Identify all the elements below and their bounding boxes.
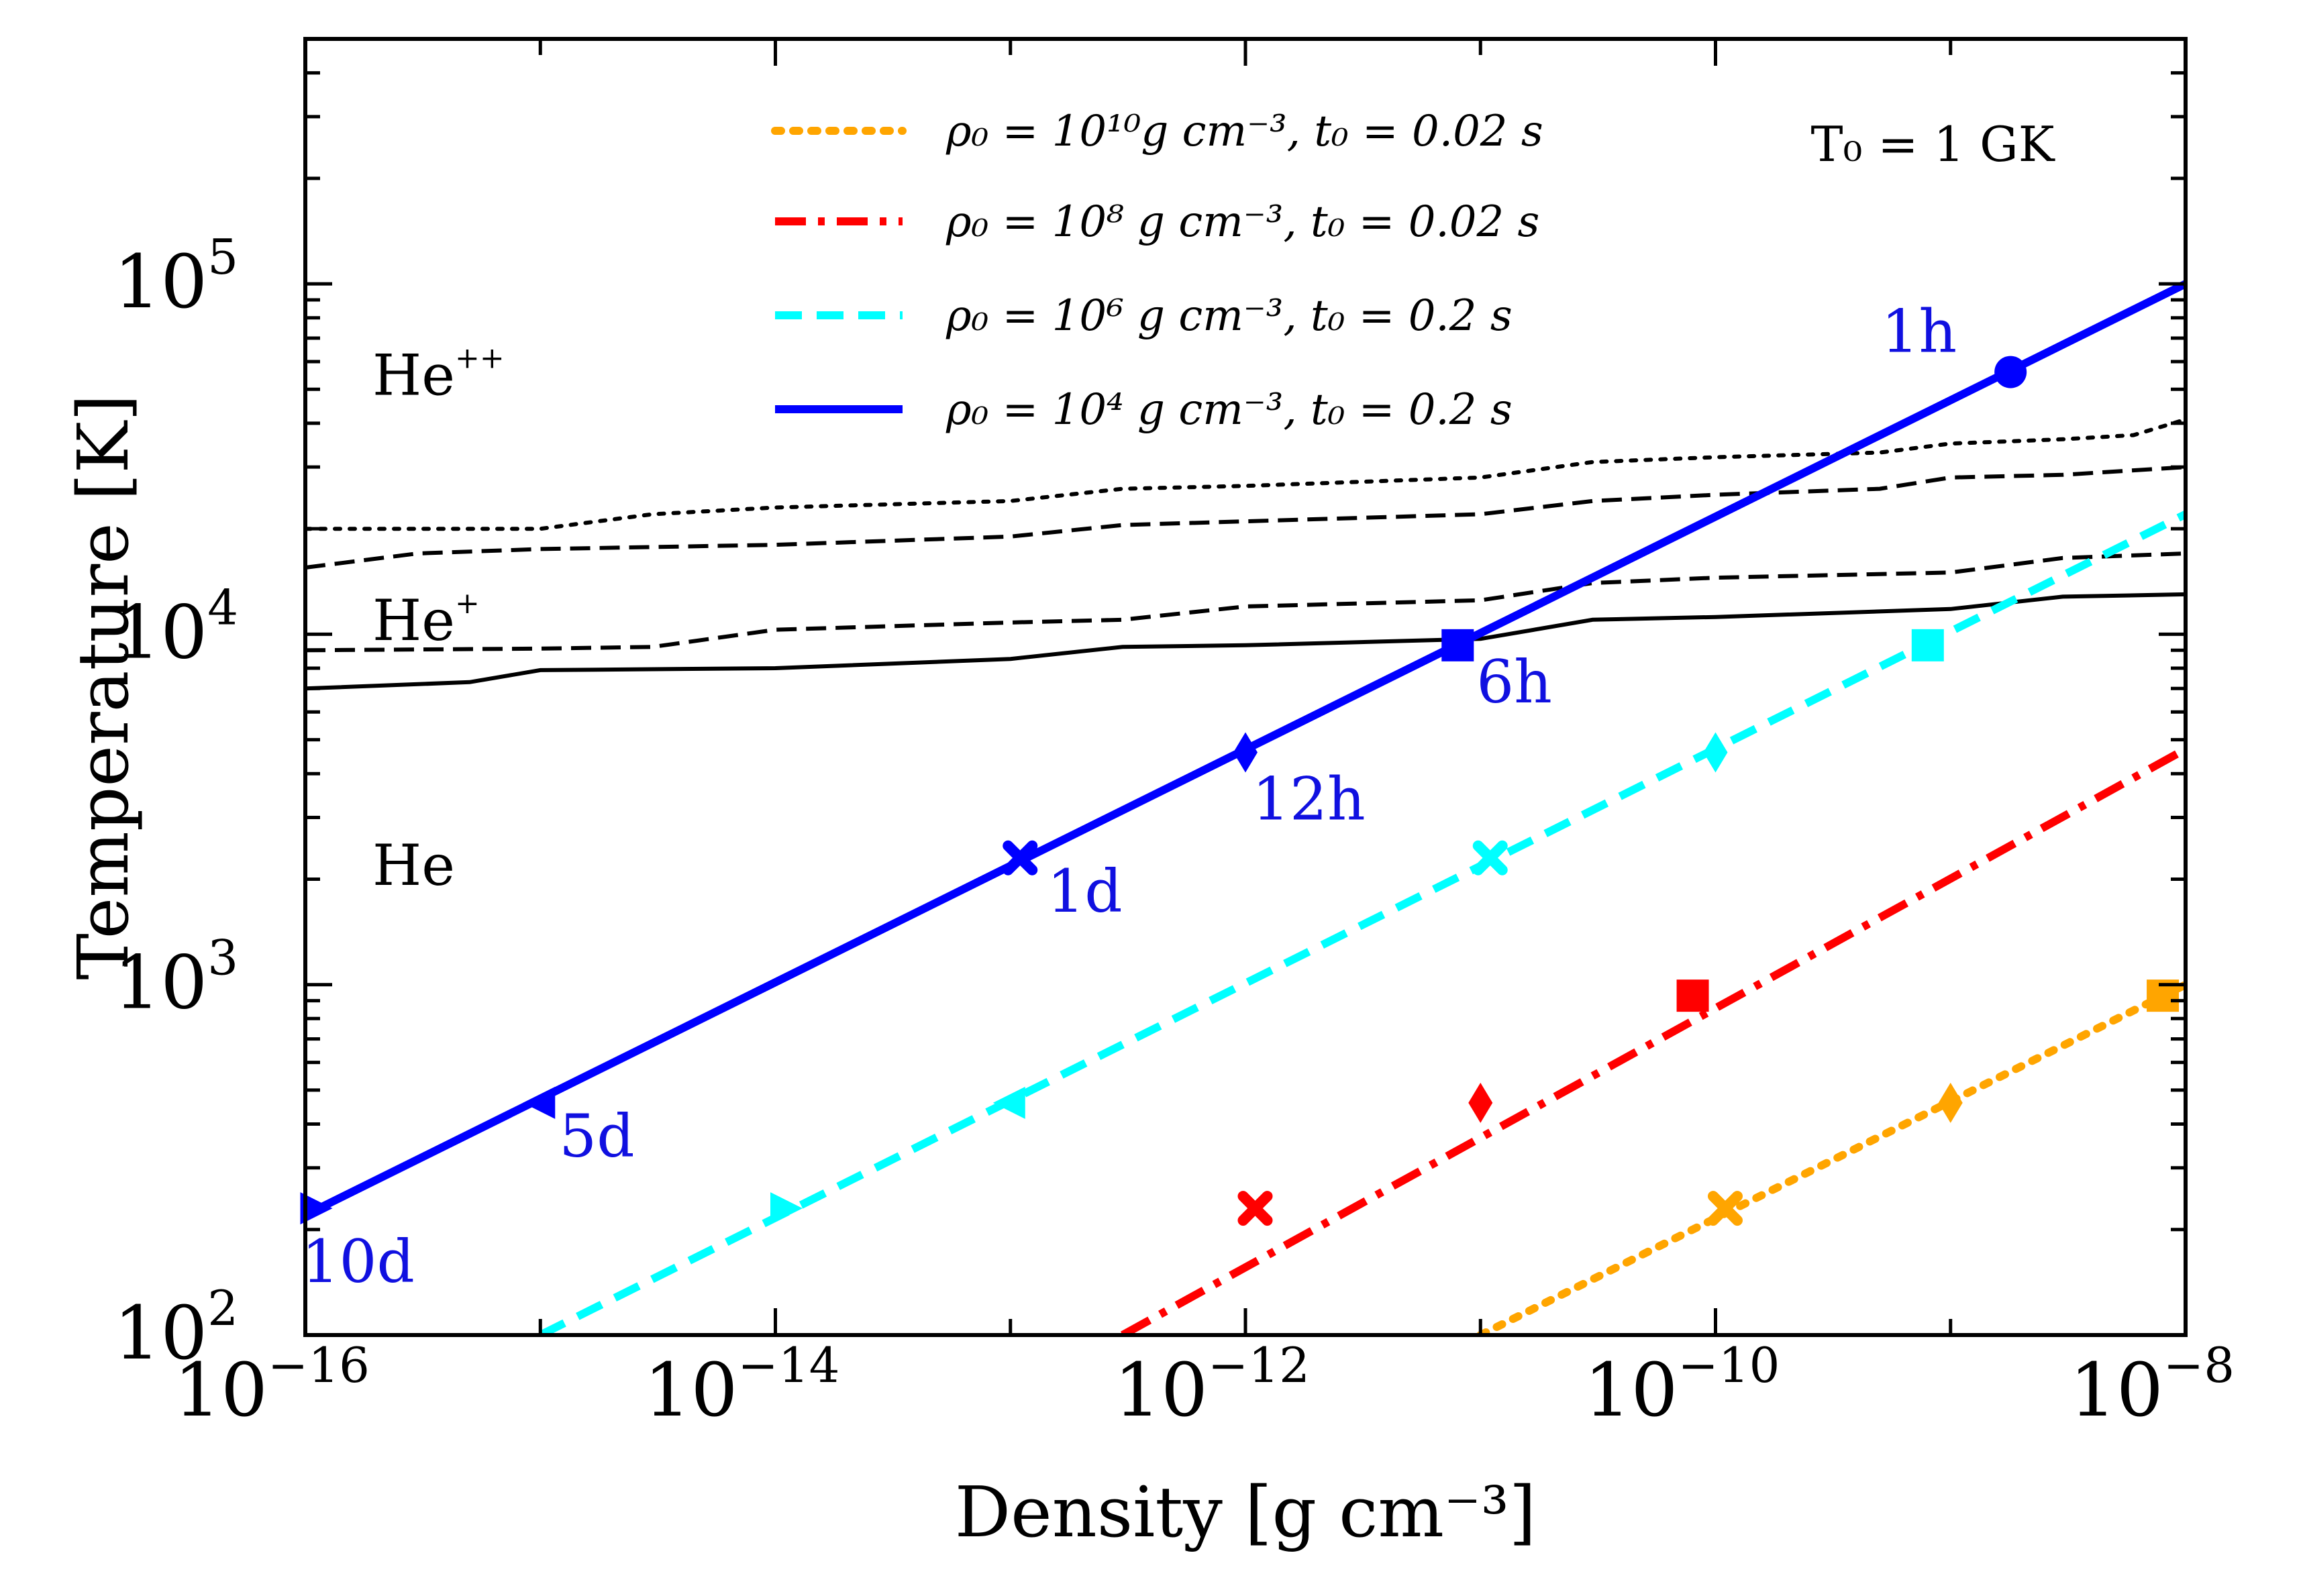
x-tick-label-2: 10−14 [644,1337,840,1433]
series-2-marker-diamond-2 [1468,1082,1493,1123]
series-2-marker-square-1 [1676,979,1709,1012]
series-4-marker-triangle-left-5 [523,1086,556,1119]
series-3-marker-triangle-left-4 [992,1086,1025,1119]
series-4-marker-x-4 [1003,840,1038,875]
legend-label-4: ρ₀ = 10⁴ g cm⁻³, t₀ = 0.2 s [945,385,1513,435]
time-label-5d: 5d [559,1102,634,1171]
legend: ρ₀ = 10¹⁰g cm⁻³, t₀ = 0.02 s ρ₀ = 10⁸ g c… [771,107,1543,435]
legend-label-2: ρ₀ = 10⁸ g cm⁻³, t₀ = 0.02 s [945,197,1539,247]
boundary-curve-2 [305,465,2186,570]
series-line-2 [1121,745,2186,1335]
plot-frame [303,37,2188,1337]
x-tick-label-3: 10−12 [1114,1337,1310,1433]
series-4-marker-diamond-3 [1233,732,1258,773]
region-label-2: He+ [372,586,480,653]
legend-label-1: ρ₀ = 10¹⁰g cm⁻³, t₀ = 0.02 s [945,107,1543,156]
time-label-1h: 1h [1881,297,1957,366]
series-4-marker-circle-1 [1994,356,2027,388]
boundary-curve-4 [305,592,2186,691]
series-line-3 [538,511,2186,1335]
series-3-marker-diamond-2 [1703,732,1728,773]
region-label-3: He [372,833,455,898]
region-label-1: He++ [372,341,505,409]
boundary-curve-3 [305,551,2186,653]
y-axis-title: Temperature [K] [62,394,144,979]
time-label-10d: 10d [301,1227,414,1296]
series-3-marker-x-3 [1472,840,1508,875]
boundary-curve-1 [305,417,2186,531]
x-axis-title: Density [g cm⁻³] [955,1471,1536,1553]
series-1-marker-x-3 [1708,1191,1743,1226]
time-label-1d: 1d [1047,857,1122,926]
t0-annotation: T₀ = 1 GK [1811,116,2055,172]
series-3-marker-triangle-right-5 [770,1192,803,1225]
y-tick-label-4: 105 [113,229,238,325]
series-3-marker-square-1 [1911,629,1944,661]
time-label-12h: 12h [1252,765,1366,834]
time-label-6h: 6h [1476,647,1552,716]
legend-label-3: ρ₀ = 10⁶ g cm⁻³, t₀ = 0.2 s [945,291,1513,341]
x-tick-label-4: 10−10 [1584,1337,1780,1433]
series-line-1 [1476,980,2186,1335]
series-1-marker-diamond-2 [1938,1082,1963,1123]
series-2-marker-x-3 [1237,1191,1273,1226]
x-tick-label-5: 10−8 [2069,1337,2235,1433]
series-4-marker-triangle-right-6 [300,1192,333,1225]
series-4-marker-square-2 [1441,629,1474,661]
